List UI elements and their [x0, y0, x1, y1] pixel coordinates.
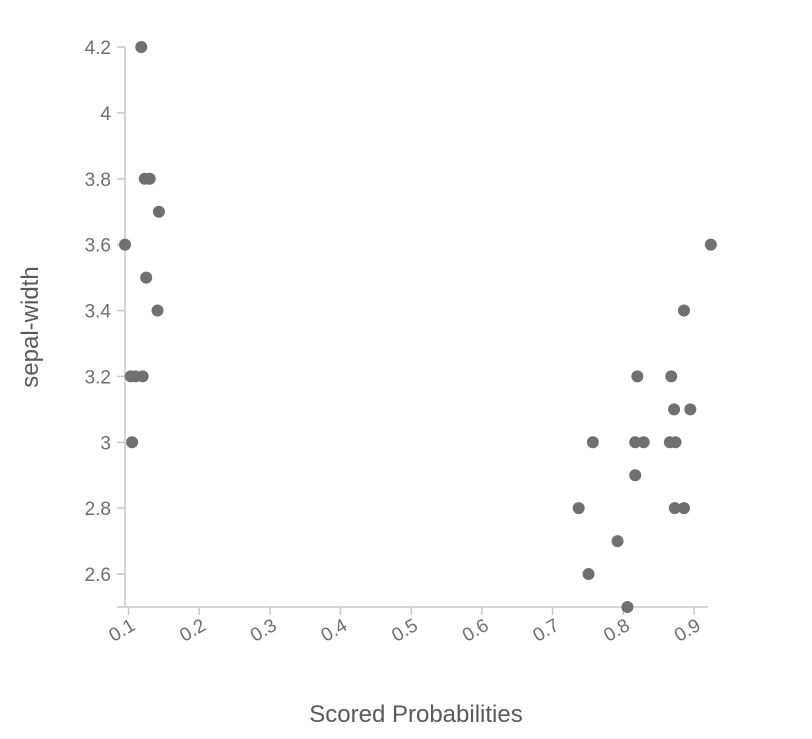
x-tick-label: 0.4: [318, 615, 352, 647]
x-tick-label: 0.2: [176, 615, 209, 646]
scatter-point: [629, 469, 642, 482]
scatter-point: [677, 502, 690, 515]
scatter-point: [140, 271, 153, 284]
scatter-point: [611, 535, 624, 548]
scatter-point: [136, 370, 149, 383]
scatter-point: [135, 41, 148, 53]
scatter-point: [637, 436, 650, 449]
scatter-point: [151, 304, 164, 317]
scatter-point: [143, 172, 156, 185]
y-tick-label: 3: [100, 433, 111, 454]
x-axis-title: Scored Probabilities: [309, 701, 522, 728]
scatter-point: [119, 238, 131, 251]
x-tick-label: 0.8: [600, 615, 633, 646]
scatter-point: [152, 205, 165, 218]
y-tick-label: 3.4: [85, 302, 112, 323]
scatter-point: [582, 568, 595, 581]
x-tick-label: 0.5: [388, 615, 421, 646]
scatter-point: [126, 436, 139, 449]
scatter-point: [629, 436, 642, 449]
x-tick-label: 0.6: [459, 615, 492, 646]
x-tick-label: 0.9: [671, 615, 704, 646]
data-points: [119, 41, 717, 613]
y-tick-label: 3.6: [85, 236, 111, 257]
y-tick-label: 3.2: [85, 367, 111, 388]
x-tick-label: 0.7: [530, 615, 563, 646]
axes: 2.6 2.8 3 3.2 3.4 3.6 3.8 4 4.2 0.1 0.2 0.3 0.4 0.5 0.…: [85, 38, 708, 647]
scatter-point: [621, 601, 634, 613]
scatter-point: [668, 403, 681, 416]
y-tick-label: 3.8: [85, 170, 111, 191]
scatter-point: [631, 370, 644, 383]
y-axis-title: sepal-width: [17, 266, 44, 387]
scatter-point: [684, 403, 697, 416]
y-tick-label: 2.8: [85, 499, 111, 520]
scatter-point: [665, 370, 678, 383]
scatter-point: [704, 238, 717, 251]
y-tick-label: 2.6: [85, 565, 111, 586]
y-tick-label: 4.2: [85, 38, 111, 59]
x-tick-label: 0.1: [106, 615, 139, 646]
scatter-point: [677, 304, 690, 317]
x-tick-label: 0.3: [247, 615, 280, 646]
scatter-point: [669, 436, 682, 449]
scatter-point: [572, 502, 585, 515]
scatter-point: [668, 502, 681, 515]
scatter-point: [586, 436, 599, 449]
y-tick-label: 4: [100, 104, 111, 125]
